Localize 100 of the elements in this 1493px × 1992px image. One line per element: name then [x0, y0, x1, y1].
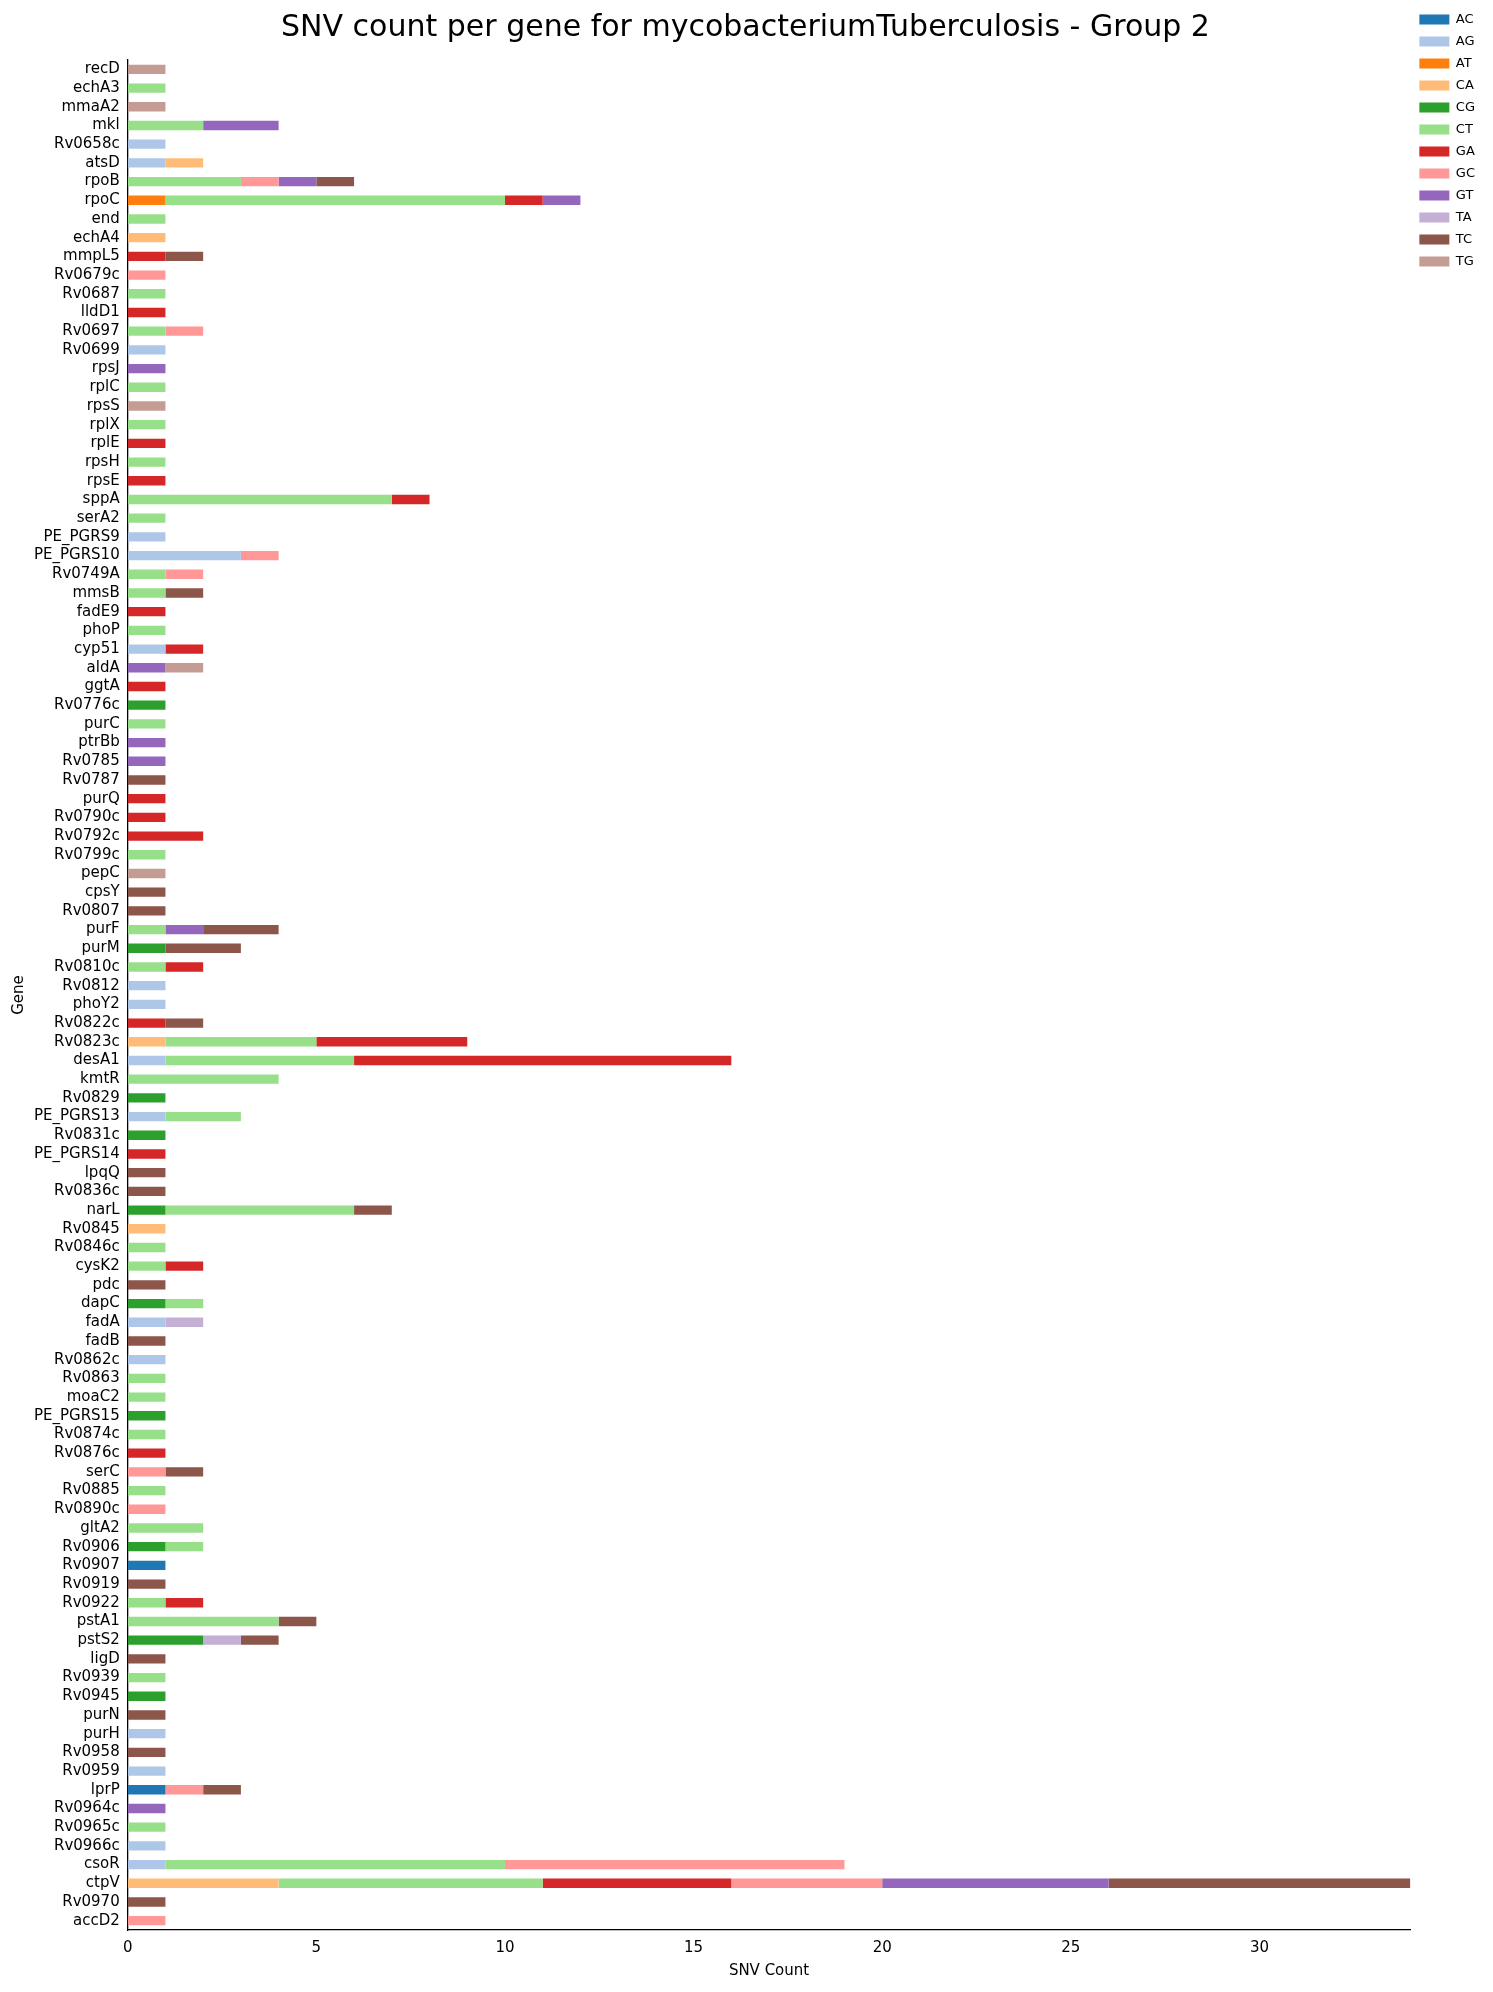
bar [127, 214, 166, 224]
bar [127, 606, 166, 617]
bar [127, 307, 166, 318]
y-tick-label: Rv0846c [53, 1237, 120, 1256]
bar [127, 1635, 204, 1645]
bar [127, 700, 166, 710]
y-tick-label: pstA1 [76, 1611, 120, 1630]
y-tick-label: Rv0939 [62, 1667, 120, 1686]
bar [127, 513, 166, 523]
x-tick-label: 0 [122, 1937, 133, 1956]
y-tick-label: Rv0966c [53, 1835, 120, 1854]
bar [731, 1878, 883, 1888]
y-tick-label: dapC [81, 1293, 120, 1312]
bar [127, 419, 166, 430]
bar [165, 1298, 204, 1309]
bar [127, 943, 166, 953]
y-tick-label: fadE9 [76, 601, 120, 620]
bar [127, 625, 166, 636]
y-tick-label: rplX [89, 414, 120, 433]
bar [203, 120, 279, 131]
y-tick-label: rplE [90, 433, 120, 452]
bar [127, 1280, 166, 1290]
bar [504, 1859, 845, 1870]
y-tick-label: Rv0831c [53, 1125, 120, 1144]
bar [127, 1261, 166, 1271]
bar [127, 1167, 166, 1178]
y-tick-label: gltA2 [80, 1517, 120, 1536]
bar [127, 1766, 166, 1776]
y-tick-label: narL [86, 1199, 121, 1218]
bar [165, 924, 204, 935]
y-tick-label: rpsE [86, 470, 120, 489]
y-tick-label: mkl [92, 115, 120, 134]
bar [278, 176, 317, 187]
y-tick-label: Rv0964c [53, 1798, 120, 1817]
y-tick-label: lldD1 [80, 302, 120, 321]
y-tick-label: fadA [85, 1312, 121, 1331]
y-tick-label: Rv0812 [62, 975, 120, 994]
bar [127, 569, 166, 579]
bar [127, 980, 166, 991]
y-tick-label: mmaA2 [61, 96, 120, 115]
bar [127, 532, 166, 542]
y-tick-label: Rv0876c [53, 1443, 120, 1462]
y-tick-label: phoP [82, 620, 120, 639]
y-tick-label: Rv0945 [62, 1686, 120, 1705]
y-tick-label: recD [84, 59, 120, 78]
bar [316, 176, 355, 187]
bar [165, 569, 204, 579]
bar [127, 1785, 166, 1795]
bar [165, 1018, 204, 1028]
y-tick-label: Rv0862c [53, 1349, 120, 1368]
y-tick-label: PE_PGRS9 [43, 526, 120, 546]
bar [127, 588, 166, 598]
y-tick-label: mmsB [72, 582, 120, 601]
bar [542, 1878, 732, 1888]
y-tick-label: Rv0792c [53, 825, 120, 844]
bar [127, 906, 166, 916]
y-tick-label: mmpL5 [63, 246, 120, 265]
bar [127, 1691, 166, 1701]
bar [127, 195, 166, 205]
y-tick-label: ptrBb [78, 732, 120, 751]
bar [127, 1541, 166, 1552]
y-tick-label: rpsH [84, 451, 120, 470]
bar [127, 1897, 166, 1907]
y-tick-label: Rv0679c [53, 264, 120, 283]
bar [165, 1055, 355, 1066]
bar [165, 1261, 204, 1271]
bar [127, 775, 166, 785]
bar [391, 494, 430, 505]
y-tick-label: purC [84, 713, 120, 732]
bar [127, 1560, 166, 1571]
chart-title: SNV count per gene for mycobacteriumTuberculosis - Group 2 [281, 7, 1210, 43]
bar [203, 924, 279, 935]
bar [127, 382, 166, 392]
x-tick-label: 25 [1061, 1937, 1081, 1956]
bar [127, 270, 166, 280]
y-tick-label: rpoB [84, 171, 120, 190]
bar [165, 1598, 204, 1608]
y-tick-label: purH [83, 1723, 120, 1742]
bar [127, 1093, 166, 1103]
bar [127, 868, 166, 879]
y-tick-label: Rv0970 [62, 1891, 120, 1910]
bar [127, 962, 166, 972]
y-tick-label: Rv0863 [62, 1368, 120, 1387]
y-tick-label: PE_PGRS10 [33, 545, 120, 565]
bar [127, 1822, 166, 1832]
bar [165, 1317, 204, 1327]
bar [127, 1373, 166, 1384]
bar [165, 1467, 204, 1477]
bar [127, 644, 166, 654]
y-tick-label: cyp51 [73, 638, 120, 657]
bar [165, 326, 204, 336]
y-tick-label: Rv0922 [62, 1592, 120, 1611]
y-tick-label: Rv0776c [53, 695, 120, 714]
bar [127, 850, 166, 860]
bar [127, 550, 241, 561]
bar [165, 1037, 317, 1047]
x-tick-label: 10 [495, 1937, 515, 1956]
x-tick-label: 20 [872, 1937, 892, 1956]
bar [127, 1672, 166, 1683]
bar [127, 1055, 166, 1066]
